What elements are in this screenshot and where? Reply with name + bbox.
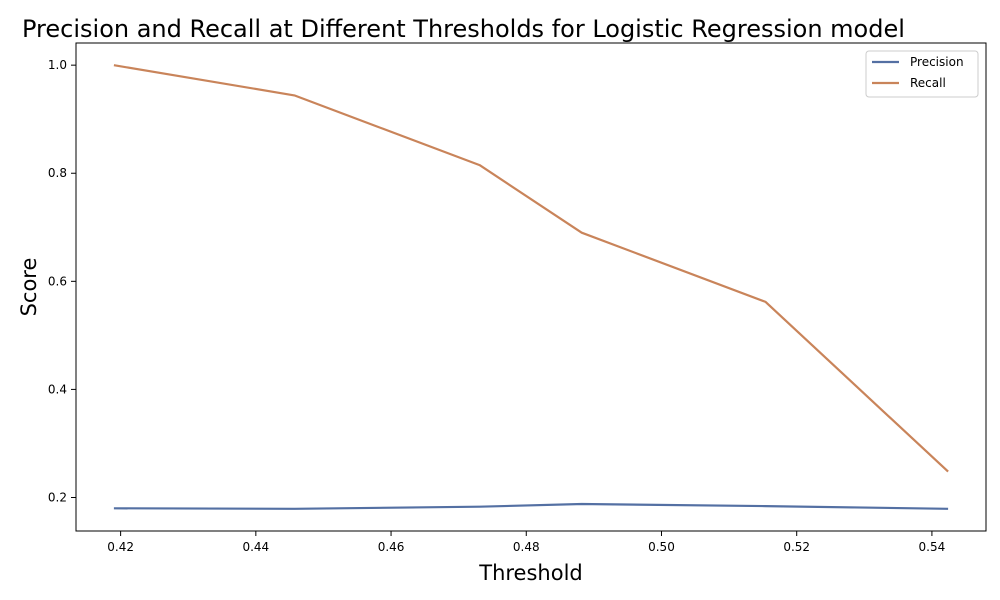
legend-label-recall: Recall	[910, 76, 946, 90]
x-axis-label: Threshold	[478, 561, 583, 585]
x-tick-label: 0.50	[648, 540, 675, 554]
x-tick-label: 0.52	[783, 540, 810, 554]
x-tick-label: 0.44	[242, 540, 269, 554]
x-tick-label: 0.46	[378, 540, 405, 554]
y-tick-label: 0.8	[48, 166, 67, 180]
x-tick-label: 0.42	[107, 540, 134, 554]
series-line-recall	[113, 64, 949, 473]
y-tick-label: 0.6	[48, 274, 67, 288]
y-axis-label: Score	[17, 258, 41, 317]
x-tick-label: 0.54	[919, 540, 946, 554]
y-axis-ticks: 0.2 0.4 0.6 0.8 1.0	[48, 58, 76, 504]
legend: Precision Recall	[865, 50, 979, 98]
x-tick-label: 0.48	[513, 540, 540, 554]
chart-title: Precision and Recall at Different Thresh…	[22, 15, 905, 43]
legend-label-precision: Precision	[910, 55, 964, 69]
plot-area	[75, 42, 987, 532]
plot-frame	[75, 42, 987, 532]
y-tick-label: 1.0	[48, 58, 67, 72]
y-tick-label: 0.2	[48, 490, 67, 504]
y-tick-label: 0.4	[48, 382, 67, 396]
series-lines	[113, 64, 949, 510]
series-line-precision	[113, 502, 949, 510]
x-axis-ticks: 0.42 0.44 0.46 0.48 0.50 0.52 0.54	[107, 531, 945, 554]
